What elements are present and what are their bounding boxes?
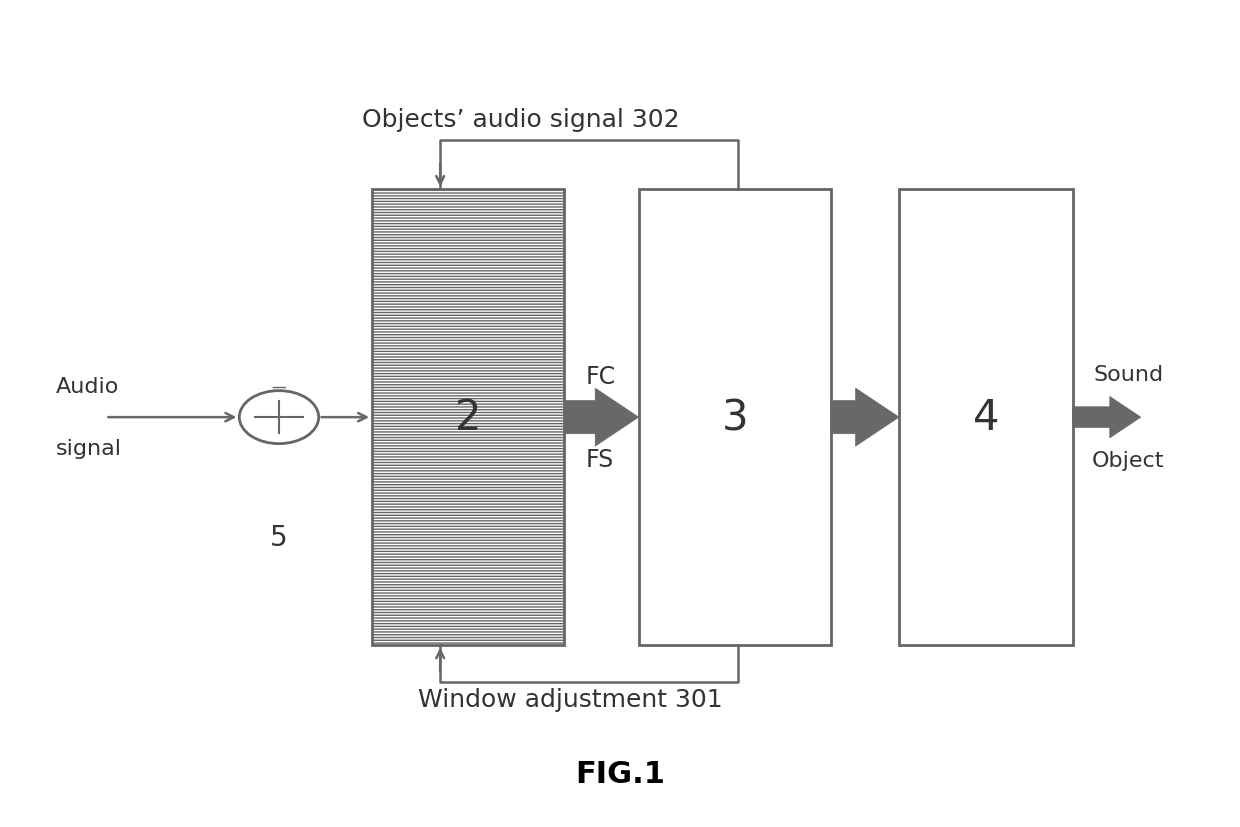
Bar <box>639 190 831 645</box>
Text: 4: 4 <box>972 397 999 438</box>
Bar <box>372 190 564 645</box>
Polygon shape <box>1073 397 1141 438</box>
Polygon shape <box>564 389 639 447</box>
Text: FS: FS <box>585 447 614 471</box>
Text: 5: 5 <box>270 523 288 552</box>
Text: Object: Object <box>1092 451 1164 471</box>
Text: Sound: Sound <box>1094 365 1163 385</box>
Polygon shape <box>831 389 899 447</box>
Text: 2: 2 <box>455 397 481 438</box>
Text: Objects’ audio signal 302: Objects’ audio signal 302 <box>362 108 680 131</box>
Text: Audio: Audio <box>56 377 119 397</box>
Text: FIG.1: FIG.1 <box>575 758 665 788</box>
Text: signal: signal <box>56 438 122 458</box>
Text: Window adjustment 301: Window adjustment 301 <box>418 687 723 710</box>
Text: FC: FC <box>585 365 615 388</box>
Text: 3: 3 <box>722 397 748 438</box>
Bar <box>899 190 1073 645</box>
